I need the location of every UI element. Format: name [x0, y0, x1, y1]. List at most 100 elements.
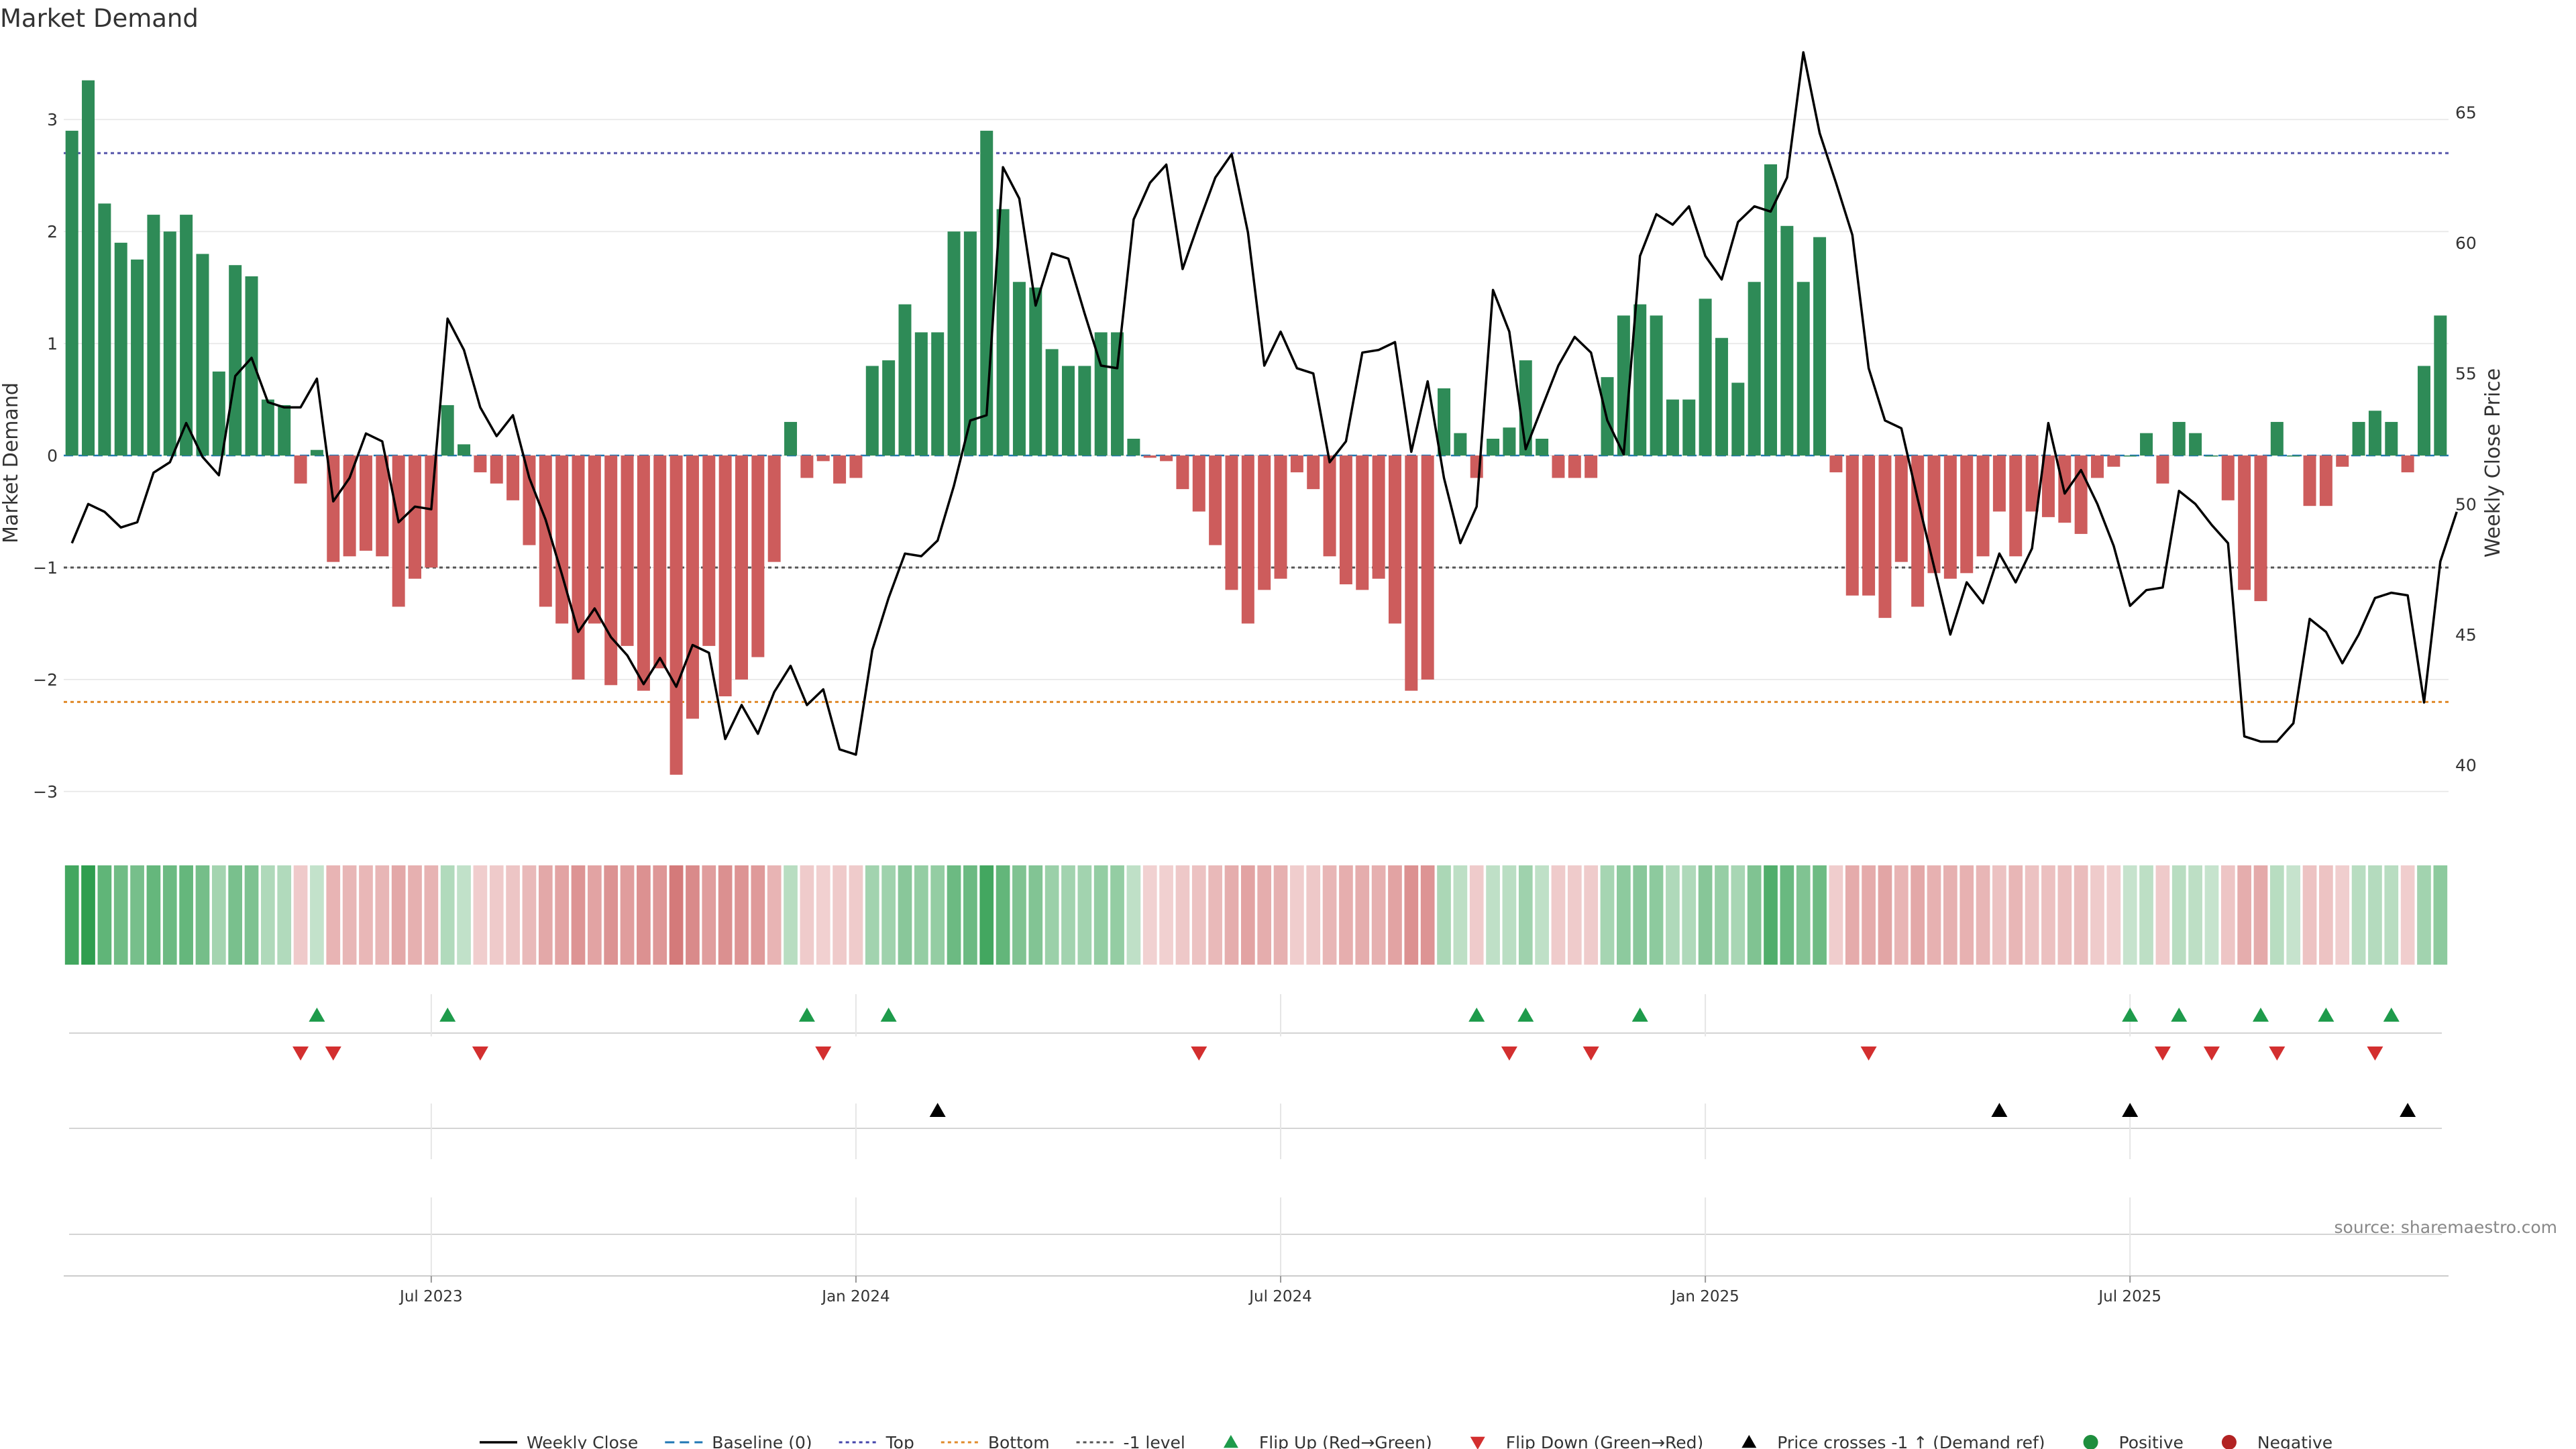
demand-bar: [539, 455, 552, 607]
legend-triangle-up-marker: [1741, 1435, 1757, 1448]
heat-cell: [2335, 865, 2350, 965]
heat-cell: [244, 865, 259, 965]
heat-cell: [637, 865, 651, 965]
heat-cell: [146, 865, 161, 965]
heat-cell: [1911, 865, 1925, 965]
heat-cell: [97, 865, 112, 965]
heat-cell: [538, 865, 553, 965]
heat-cell: [2008, 865, 2023, 965]
heat-cell: [914, 865, 928, 965]
heat-cell: [1666, 865, 1680, 965]
heat-cell: [522, 865, 537, 965]
legend-label: Bottom: [988, 1433, 1050, 1449]
demand-bar: [1976, 455, 1990, 557]
demand-bar: [1176, 455, 1189, 490]
demand-bar: [261, 399, 274, 456]
y2-tick-label: 50: [2455, 494, 2477, 514]
heat-cell: [1796, 865, 1811, 965]
heat-cell: [702, 865, 716, 965]
demand-bar: [833, 455, 847, 484]
legend-item-6: Flip Down (Green→Red): [1470, 1433, 1703, 1449]
y-tick-label: −1: [33, 558, 58, 578]
y-tick-label: 3: [47, 110, 58, 129]
demand-bar: [1225, 455, 1238, 590]
demand-bar: [1339, 455, 1352, 585]
demand-bar: [1143, 455, 1157, 458]
demand-bar: [163, 231, 176, 456]
demand-bar: [751, 455, 765, 657]
demand-bar: [1356, 455, 1369, 590]
heat-cell: [326, 865, 341, 965]
demand-bar: [1731, 382, 1745, 456]
demand-bar: [506, 455, 520, 500]
flip-down-marker: [1191, 1046, 1208, 1061]
heat-cell: [718, 865, 733, 965]
demand-bar: [1029, 287, 1042, 456]
right-axis-ticks: 65 60 55 50 45 40: [2455, 103, 2477, 775]
price-cross-marker: [929, 1103, 946, 1117]
heat-cell: [1502, 865, 1517, 965]
demand-bar: [1209, 455, 1222, 545]
y2-axis-label: Weekly Close Price: [2481, 368, 2505, 557]
demand-bar: [931, 332, 945, 456]
flip-down-marker: [815, 1046, 832, 1061]
heat-cell: [1976, 865, 1990, 965]
demand-bar: [294, 455, 307, 484]
heat-cell: [898, 865, 912, 965]
heat-cell: [1551, 865, 1566, 965]
heat-cell: [1813, 865, 1827, 965]
demand-bar: [1960, 455, 1974, 574]
heat-cell: [261, 865, 275, 965]
demand-bar: [686, 455, 699, 719]
demand-bar: [849, 455, 863, 478]
legend-item-1: Baseline (0): [665, 1433, 812, 1449]
legend-triangle-down-marker: [1470, 1436, 1485, 1449]
demand-bar: [669, 455, 683, 775]
legend-circle-marker: [2083, 1435, 2098, 1449]
heat-cell: [2319, 865, 2333, 965]
heat-cell: [211, 865, 226, 965]
heat-cell: [2253, 865, 2268, 965]
heat-cell: [2433, 865, 2448, 965]
demand-bar: [2025, 455, 2039, 512]
heat-cell: [604, 865, 619, 965]
heat-cell: [1682, 865, 1697, 965]
demand-bar: [2238, 455, 2251, 590]
demand-bar: [718, 455, 732, 696]
legend-label: -1 level: [1124, 1433, 1185, 1449]
heat-cell: [2025, 865, 2039, 965]
heat-cell: [1061, 865, 1075, 965]
y-tick-label: 1: [47, 334, 58, 354]
heat-cell: [2074, 865, 2088, 965]
heat-cell: [1355, 865, 1370, 965]
heat-cell: [440, 865, 455, 965]
demand-bar: [1633, 304, 1647, 456]
demand-bar: [996, 209, 1010, 456]
x-axis: Jul 2023 Jan 2024 Jul 2024 Jan 2025 Jul 2025: [64, 1275, 2449, 1305]
heat-cell: [2302, 865, 2317, 965]
heat-cell: [162, 865, 177, 965]
demand-bar: [1421, 455, 1434, 680]
demand-bar: [2074, 455, 2088, 534]
heat-cell: [1633, 865, 1648, 965]
heat-cell: [1567, 865, 1582, 965]
demand-bar: [947, 231, 961, 456]
heat-cell: [1943, 865, 1957, 965]
demand-bar: [588, 455, 601, 624]
demand-bar: [1911, 455, 1925, 607]
demand-bar: [2303, 455, 2316, 506]
heat-cell: [2090, 865, 2104, 965]
heat-cell: [1878, 865, 1892, 965]
heat-cell: [653, 865, 667, 965]
heat-cell: [1453, 865, 1468, 965]
demand-bar: [1536, 439, 1549, 456]
heat-cell: [2384, 865, 2399, 965]
demand-bar: [2368, 411, 2381, 456]
heat-cell: [1110, 865, 1124, 965]
demand-bar: [1454, 433, 1467, 456]
demand-bar: [1813, 237, 1827, 456]
demand-bar: [1862, 455, 1876, 596]
y-tick-label: 2: [47, 222, 58, 241]
legend-label: Baseline (0): [712, 1433, 812, 1449]
demand-bar: [1487, 439, 1500, 456]
